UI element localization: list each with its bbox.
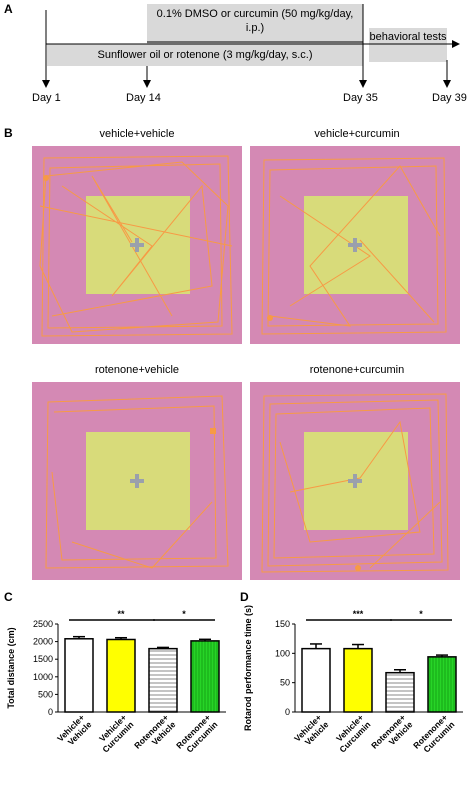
day-label-14: Day 14 (126, 92, 161, 104)
category-label: Rotenone+Vehicle (132, 712, 178, 758)
day-label-39: Day 39 (432, 92, 467, 104)
map-title-vehicle-vehicle: vehicle+vehicle (99, 128, 175, 140)
y-tick-label: 100 (275, 648, 290, 658)
map-title-vehicle-curcumin: vehicle+curcumin (314, 128, 400, 140)
center-cross-icon (348, 474, 362, 488)
bar (385, 671, 415, 713)
center-cross-icon (130, 238, 144, 252)
track-map-vehicle-curcumin (250, 146, 460, 344)
track-map-rotenone-vehicle (32, 382, 242, 580)
behavioral-tests-box: behavioral tests (369, 28, 447, 62)
y-tick-label: 50 (280, 678, 290, 688)
category-label: Vehicle+Curcumin (330, 712, 372, 754)
y-tick-label: 1000 (33, 672, 53, 682)
chart-total-distance: 0 500 1000 1500 2000 2500 Total distance (cm) V… (6, 609, 226, 758)
category-label: Vehicle+Vehicle (292, 712, 331, 751)
category-label: Rotenone+Curcumin (174, 712, 219, 757)
bar (190, 640, 220, 713)
bar (343, 647, 373, 713)
chart-rotarod-time: 0 50 100 150 Rotarod performance time (s) Veh… (243, 605, 463, 758)
category-label: Vehicle+Curcumin (93, 712, 135, 754)
panel-label-d: D (240, 590, 249, 604)
treatment-box-ip: 0.1% DMSO or curcumin (50 mg/kg/day, i.p… (147, 4, 363, 45)
y-axis-label: Total distance (cm) (6, 627, 16, 708)
center-cross-icon (348, 238, 362, 252)
bar (106, 638, 136, 713)
bar (427, 656, 457, 713)
y-tick-label: 500 (38, 689, 53, 699)
category-label: Vehicle+Vehicle (55, 712, 94, 751)
y-tick-label: 2000 (33, 637, 53, 647)
panel-label-c: C (4, 590, 13, 604)
bar (301, 647, 331, 713)
significance-marker: * (419, 609, 423, 619)
y-tick-label: 0 (285, 707, 290, 717)
y-tick-label: 1500 (33, 654, 53, 664)
map-title-rotenone-vehicle: rotenone+vehicle (94, 364, 180, 376)
bar (148, 647, 178, 713)
y-tick-label: 150 (275, 619, 290, 629)
y-axis-label: Rotarod performance time (s) (243, 605, 253, 731)
category-label: Rotenone+Curcumin (411, 712, 456, 757)
bar (64, 638, 94, 713)
significance-marker: *** (353, 609, 364, 619)
y-tick-label: 0 (48, 707, 53, 717)
category-label: Rotenone+Vehicle (369, 712, 415, 758)
track-map-rotenone-curcumin (250, 382, 460, 580)
panel-label-a: A (4, 2, 13, 16)
map-title-rotenone-curcumin: rotenone+curcumin (309, 364, 405, 376)
significance-marker: ** (117, 609, 125, 619)
y-tick-label: 2500 (33, 619, 53, 629)
day-label-1: Day 1 (32, 92, 61, 104)
timeline-axis (42, 4, 460, 88)
treatment-box-sc: Sunflower oil or rotenone (3 mg/kg/day, … (47, 44, 363, 66)
day-label-35: Day 35 (343, 92, 378, 104)
track-map-vehicle-vehicle (32, 146, 242, 344)
significance-marker: * (182, 609, 186, 619)
center-cross-icon (130, 474, 144, 488)
panel-label-b: B (4, 126, 13, 140)
